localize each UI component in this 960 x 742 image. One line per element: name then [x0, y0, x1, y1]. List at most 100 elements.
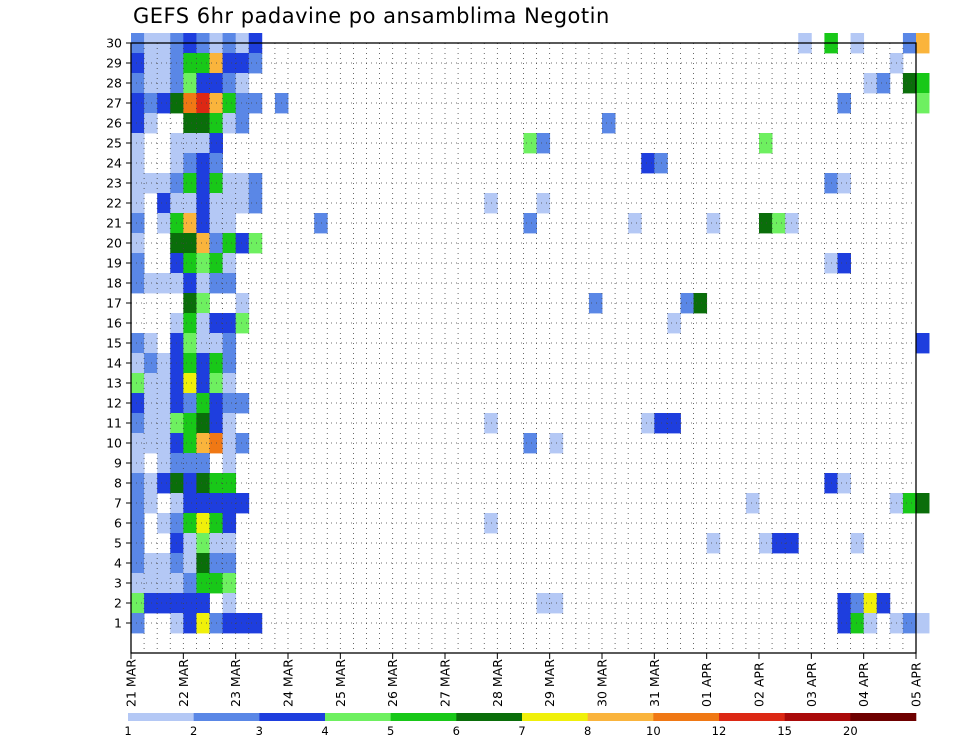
y-tick-label: 5: [114, 536, 122, 551]
heatmap-cell: [144, 493, 158, 514]
heatmap-cell: [222, 333, 237, 354]
heatmap-cell: [837, 593, 851, 614]
heatmap-cell: [196, 93, 210, 114]
heatmap-cell: [144, 333, 158, 354]
heatmap-cell: [183, 513, 197, 534]
heatmap-cell: [484, 193, 498, 214]
heatmap-cell: [222, 393, 237, 414]
heatmap-cell: [916, 73, 930, 94]
heatmap-cell: [235, 113, 250, 134]
heatmap-cell: [248, 193, 263, 214]
heatmap-cell: [196, 113, 210, 134]
y-tick-label: 20: [106, 236, 122, 251]
heatmap-cell: [183, 553, 197, 574]
heatmap-cell: [235, 493, 250, 514]
legend-swatch: [653, 713, 720, 721]
y-tick-label: 25: [106, 136, 122, 151]
heatmap-cell: [144, 593, 158, 614]
heatmap-cell: [196, 213, 210, 234]
heatmap-cell: [183, 413, 197, 434]
heatmap-cell: [235, 313, 250, 334]
legend-label: 3: [256, 724, 263, 738]
heatmap-cell: [837, 173, 851, 194]
heatmap-cell: [157, 553, 171, 574]
y-tick-label: 9: [114, 456, 122, 471]
heatmap-cell: [523, 213, 537, 234]
y-tick-label: 14: [106, 356, 122, 371]
x-tick-label: 26 MAR: [385, 659, 400, 707]
legend-label: 10: [646, 724, 661, 738]
heatmap-cell: [916, 333, 930, 354]
heatmap-cell: [183, 313, 197, 334]
heatmap-cell: [222, 413, 237, 434]
legend-label: 5: [387, 724, 394, 738]
heatmap-cell: [131, 333, 145, 354]
heatmap-cell: [196, 133, 210, 154]
heatmap-cell: [248, 233, 263, 254]
y-tick-label: 28: [106, 76, 122, 91]
heatmap-cell: [131, 213, 145, 234]
heatmap-cell: [144, 113, 158, 134]
y-tick-label: 23: [106, 176, 122, 191]
heatmap-cell: [144, 353, 158, 374]
heatmap-cell: [222, 453, 237, 474]
heatmap-cell: [706, 533, 721, 554]
legend-label: 2: [190, 724, 197, 738]
heatmap-cell: [837, 613, 851, 634]
heatmap-cell: [641, 413, 655, 434]
heatmap-cell: [131, 413, 145, 434]
heatmap-cell: [235, 293, 250, 314]
heatmap-cell: [484, 413, 498, 434]
x-tick-label: 25 MAR: [333, 659, 348, 707]
heatmap-cell: [157, 373, 171, 394]
heatmap-cell: [222, 313, 237, 334]
legend-label: 4: [321, 724, 328, 738]
heatmap-cell: [196, 193, 210, 214]
heatmap-cell: [863, 593, 878, 614]
heatmap-cell: [602, 113, 616, 134]
heatmap-cell: [157, 353, 171, 374]
heatmap-cell: [863, 613, 878, 634]
x-tick-label: 22 MAR: [176, 659, 191, 707]
heatmap-cell: [222, 573, 237, 594]
heatmap-cell: [484, 513, 498, 534]
x-tick-label: 05 APR: [909, 662, 924, 707]
heatmap-cell: [667, 413, 681, 434]
heatmap-cell: [196, 593, 210, 614]
heatmap-cell: [222, 373, 237, 394]
heatmap-cell: [183, 433, 197, 454]
heatmap-cell: [131, 273, 145, 294]
heatmap-cell: [772, 533, 786, 554]
heatmap-cell: [157, 193, 171, 214]
heatmap-cell: [235, 613, 250, 634]
heatmap-cell: [902, 493, 917, 514]
heatmap-cell: [157, 413, 171, 434]
heatmap-cell: [131, 453, 145, 474]
heatmap-cell: [196, 373, 210, 394]
heatmap-cell: [157, 573, 171, 594]
y-tick-label: 13: [106, 376, 122, 391]
plot-frame: [130, 42, 917, 654]
legend-swatch: [522, 713, 588, 721]
x-tick-label: 21 MAR: [124, 659, 139, 707]
heatmap-cell: [131, 393, 145, 414]
x-tick-label: 28 MAR: [490, 659, 505, 707]
legend-swatch: [719, 713, 785, 721]
heatmap-cell: [183, 393, 197, 414]
heatmap-cell: [222, 213, 237, 234]
legend-swatch: [259, 713, 326, 721]
y-tick-label: 16: [106, 316, 122, 331]
x-tick-label: 29 MAR: [542, 659, 557, 707]
y-tick-label: 11: [106, 416, 122, 431]
heatmap-cell: [196, 253, 210, 274]
heatmap-cell: [235, 393, 250, 414]
heatmap-cell: [588, 293, 603, 314]
y-tick-label: 30: [106, 36, 122, 51]
heatmap-cell: [196, 313, 210, 334]
heatmap-cell: [248, 53, 263, 74]
legend-swatch: [128, 713, 194, 721]
heatmap-cell: [157, 433, 171, 454]
heatmap-cell: [863, 73, 878, 94]
color-legend: 1 2 3 4 5 6 7 8 10 12 15 20: [124, 713, 917, 738]
